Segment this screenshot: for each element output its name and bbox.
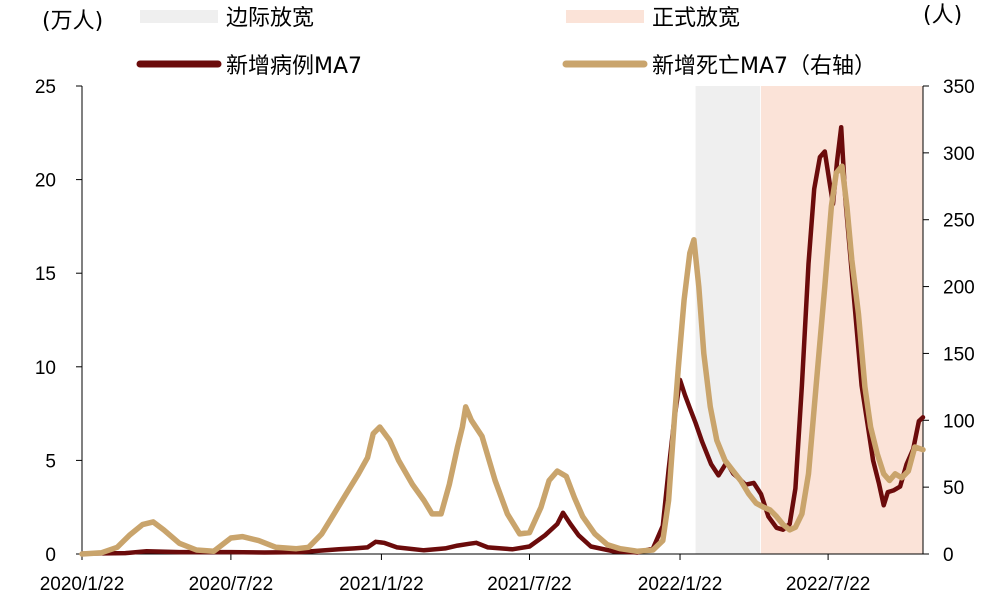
right-axis-unit: (人) [923, 3, 962, 28]
y-right-tick-label: 250 [943, 211, 975, 232]
y-left-tick-label: 20 [35, 171, 56, 192]
y-left-tick-label: 10 [35, 358, 56, 379]
y-right-tick-label: 100 [943, 411, 975, 432]
y-right-tick-label: 350 [943, 77, 975, 98]
legend-swatch-shade-2 [566, 10, 644, 23]
y-left-tick-label: 5 [45, 451, 56, 472]
shaded-period-1 [695, 86, 761, 554]
legend-label-shade-2: 正式放宽 [652, 6, 740, 31]
legend-swatch-shade-1 [140, 10, 218, 23]
x-tick-label: 2022/7/22 [786, 574, 871, 595]
legend-label-series-1: 新增病例MA7 [226, 54, 362, 79]
left-axis-unit: (万人) [42, 9, 103, 34]
y-right-tick-label: 300 [943, 144, 975, 165]
legend: 边际放宽 正式放宽 新增病例MA7 新增死亡MA7（右轴） [136, 6, 876, 79]
y-right-tick-label: 50 [943, 478, 964, 499]
legend-label-shade-1: 边际放宽 [226, 6, 314, 31]
y-left-tick-label: 15 [35, 264, 56, 285]
x-tick-label: 2022/1/22 [638, 574, 723, 595]
y-right-tick-label: 150 [943, 344, 975, 365]
x-tick-label: 2020/1/22 [40, 574, 125, 595]
y-left-tick-label: 25 [35, 77, 56, 98]
y-left-tick-label: 0 [45, 545, 56, 566]
y-right-tick-label: 0 [943, 545, 954, 566]
y-right-ticks: 0 50 100 150 200 250 300 350 [923, 77, 975, 566]
series-line-2 [79, 163, 926, 557]
x-ticks: 2020/1/22 2020/7/22 2021/1/22 2021/7/22 2022… [40, 554, 871, 595]
legend-label-series-2: 新增死亡MA7（右轴） [652, 54, 876, 79]
x-tick-label: 2020/7/22 [189, 574, 274, 595]
y-right-tick-label: 200 [943, 278, 975, 299]
y-left-ticks: 0 5 10 15 20 25 [35, 77, 82, 566]
x-tick-label: 2021/1/22 [339, 574, 424, 595]
series-lines [79, 124, 926, 557]
x-tick-label: 2021/7/22 [487, 574, 572, 595]
